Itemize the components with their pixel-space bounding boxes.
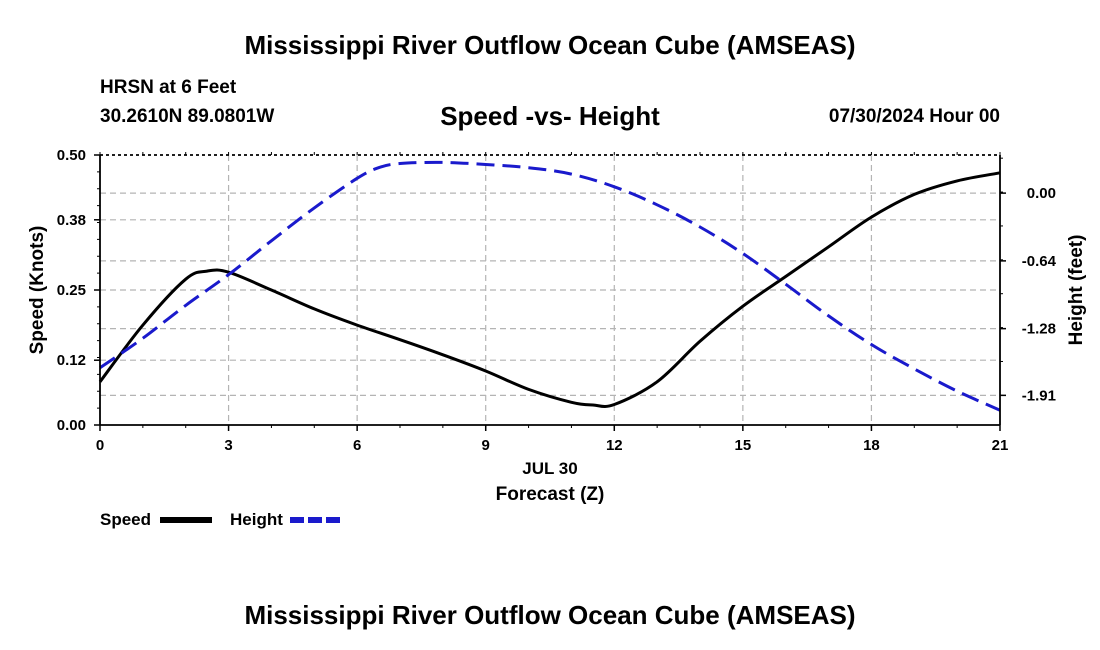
y-left-tick-label: 0.00 [57,417,86,434]
x-tick-label: 15 [735,437,752,454]
footer-title: Mississippi River Outflow Ocean Cube (AM… [244,600,856,630]
y-right-tick-label: -1.28 [1022,321,1056,338]
y-left-tick-label: 0.38 [57,212,86,229]
y-left-tick-label: 0.25 [57,282,86,299]
x-tick-label: 0 [96,437,104,454]
series-line-height [99,160,1001,412]
series-layer [98,160,1001,412]
x-tick-label: 21 [992,437,1009,454]
datetime-label: 07/30/2024 Hour 00 [828,106,1000,127]
axes-ticks: 0 3 6 9 12 15 18 21 0.00 0.12 0.25 0.38 0.50 -1.91 -1.… [57,147,1057,454]
y-axis-label-left: Speed (Knots) [27,226,48,355]
series-line-speed [98,171,1001,408]
x-tick-label: 9 [482,437,490,454]
y-left-tick-label: 0.12 [57,352,86,369]
y-left-tick-label: 0.50 [57,147,86,164]
legend-speed-label: Speed [100,510,151,529]
x-tick-label: 12 [606,437,623,454]
date-label: JUL 30 [522,459,577,478]
y-right-tick-label: -0.64 [1022,253,1057,270]
x-tick-label: 3 [224,437,232,454]
y-right-tick-label: 0.00 [1027,185,1056,202]
coordinates-label: 30.2610N 89.0801W [100,106,275,127]
main-title: Mississippi River Outflow Ocean Cube (AM… [244,30,856,60]
y-right-tick-label: -1.91 [1022,387,1056,404]
legend: Speed Height [100,510,342,529]
x-tick-label: 18 [863,437,880,454]
legend-height-label: Height [230,510,283,529]
x-axis-label: Forecast (Z) [496,484,605,505]
grid [100,155,1000,425]
x-tick-label: 6 [353,437,361,454]
chart-title: Speed -vs- Height [440,101,660,131]
station-label: HRSN at 6 Feet [100,77,237,98]
y-axis-label-right: Height (feet) [1066,235,1087,346]
